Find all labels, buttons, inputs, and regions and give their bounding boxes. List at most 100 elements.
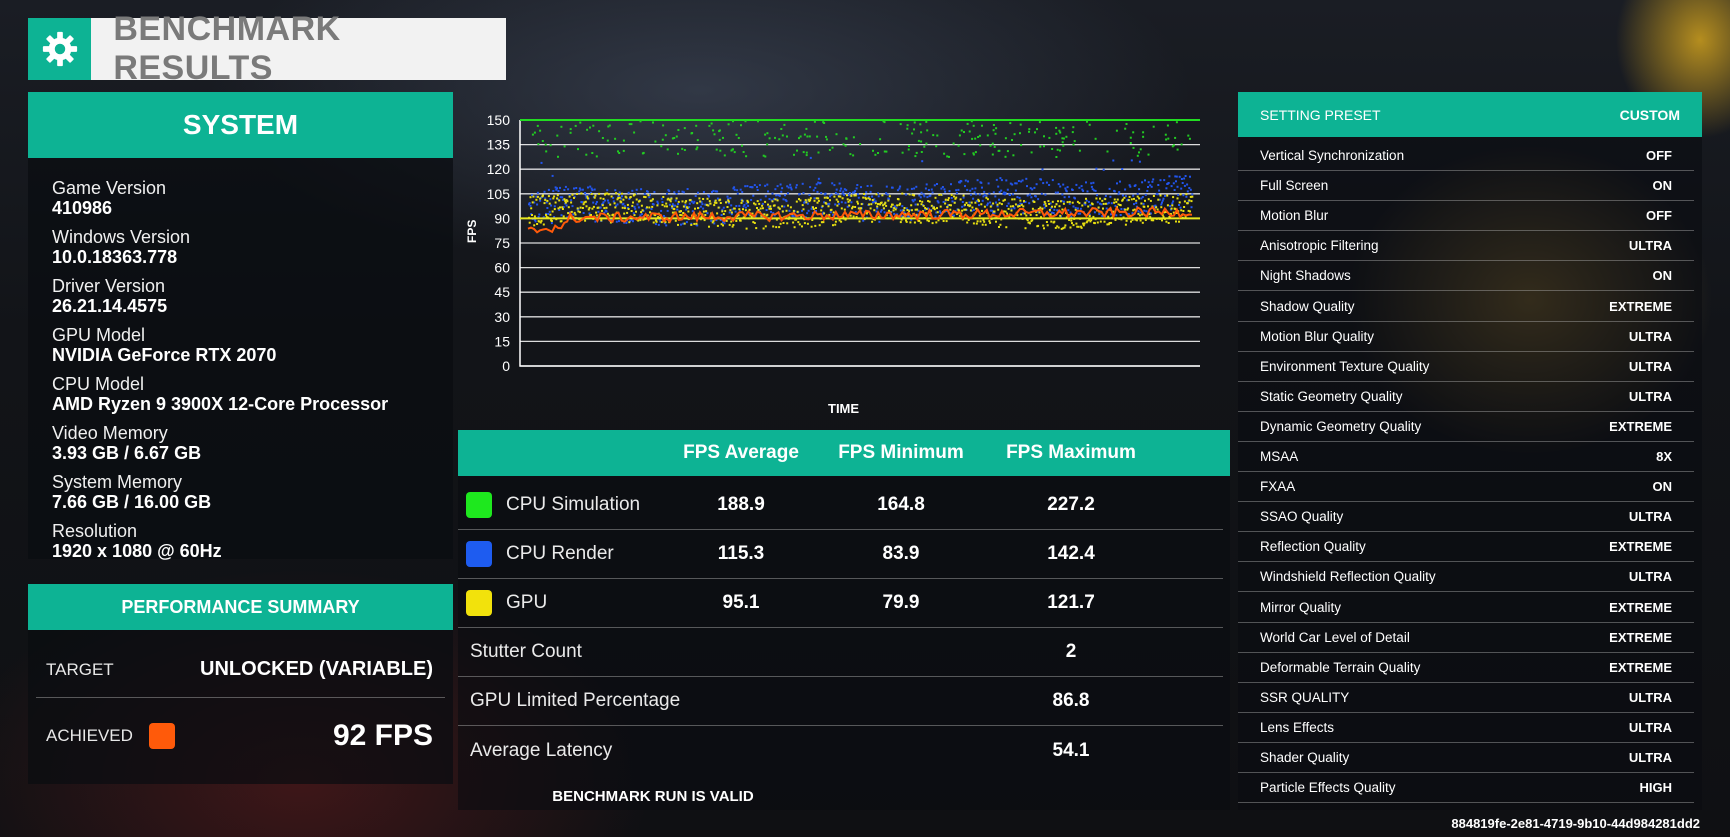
chart-point-cpu-simulation: [633, 131, 636, 134]
chart-point-cpu-render: [795, 186, 798, 189]
chart-point-gpu: [1050, 220, 1053, 223]
chart-point-gpu: [985, 196, 988, 199]
chart-point-cpu-render: [1040, 178, 1042, 181]
chart-point-gpu: [1017, 205, 1020, 208]
chart-point-cpu-render: [720, 214, 723, 216]
chart-point-gpu: [893, 207, 896, 210]
chart-point-cpu-simulation: [695, 148, 698, 151]
chart-point-cpu-render: [550, 222, 553, 225]
chart-point-gpu: [1061, 208, 1064, 211]
chart-point-gpu: [839, 195, 842, 198]
chart-point-gpu: [570, 201, 573, 204]
chart-point-gpu: [1070, 219, 1073, 222]
chart-point-cpu-render: [910, 218, 913, 221]
chart-point-cpu-render: [993, 211, 996, 214]
chart-point-gpu: [899, 221, 902, 224]
chart-point-cpu-render: [841, 192, 844, 195]
chart-point-cpu-render: [996, 205, 999, 208]
chart-point-gpu: [877, 215, 880, 218]
chart-point-gpu: [1104, 202, 1107, 205]
chart-point-gpu: [795, 200, 798, 203]
chart-point-cpu-render: [750, 199, 753, 201]
chart-point-cpu-render: [563, 189, 566, 191]
y-tick-label: 0: [502, 358, 510, 374]
chart-point-cpu-simulation: [1132, 131, 1135, 134]
chart-point-cpu-render: [1000, 179, 1003, 182]
chart-point-gpu: [802, 208, 805, 211]
chart-point-gpu: [1013, 198, 1016, 201]
chart-point-cpu-render: [736, 189, 739, 192]
chart-point-cpu-render: [1017, 180, 1020, 182]
chart-point-gpu: [1060, 227, 1063, 230]
chart-point-cpu-render: [1010, 208, 1013, 211]
chart-point-cpu-render: [896, 213, 899, 216]
chart-point-gpu: [581, 207, 584, 209]
achieved-fps-line: [527, 205, 1193, 234]
chart-point-gpu: [616, 198, 619, 201]
chart-point-cpu-render: [810, 207, 813, 210]
chart-point-cpu-simulation: [585, 153, 588, 156]
chart-point-gpu: [1003, 198, 1006, 201]
setting-value: 8X: [1656, 449, 1672, 464]
chart-point-cpu-simulation: [991, 153, 994, 156]
chart-point-cpu-render: [727, 202, 730, 205]
chart-point-gpu: [719, 202, 722, 204]
chart-point-cpu-render: [1053, 208, 1056, 211]
chart-point-gpu: [774, 198, 777, 201]
chart-point-cpu-render: [650, 208, 653, 210]
chart-point-gpu: [1136, 195, 1139, 198]
chart-point-gpu: [646, 214, 649, 217]
chart-point-cpu-render: [1082, 189, 1085, 192]
fps-maximum-cell: 142.4: [1047, 543, 1095, 564]
chart-point-gpu: [1162, 215, 1165, 218]
chart-point-gpu: [711, 215, 713, 218]
chart-point-cpu-simulation: [671, 137, 674, 140]
chart-point-gpu: [1157, 198, 1160, 201]
chart-point-gpu: [1104, 198, 1107, 201]
chart-point-gpu: [833, 195, 836, 198]
chart-point-gpu: [793, 226, 796, 229]
chart-point-gpu: [919, 200, 921, 203]
chart-point-gpu: [640, 211, 643, 214]
chart-point-cpu-simulation: [825, 138, 828, 141]
chart-point-cpu-simulation: [1028, 130, 1030, 133]
chart-point-cpu-render: [955, 189, 958, 192]
chart-point-cpu-render: [1092, 181, 1095, 184]
chart-point-cpu-simulation: [1011, 139, 1013, 141]
chart-point-gpu: [1166, 204, 1169, 207]
chart-point-cpu-render: [643, 192, 646, 195]
chart-point-gpu: [958, 214, 961, 217]
chart-point-cpu-render: [726, 195, 729, 198]
chart-point-gpu: [792, 209, 795, 212]
chart-point-gpu: [642, 218, 645, 221]
chart-point-cpu-render: [1134, 184, 1137, 187]
chart-point-gpu: [847, 200, 850, 203]
chart-point-gpu: [818, 224, 821, 227]
chart-point-cpu-render: [898, 187, 901, 190]
chart-point-cpu-render: [787, 192, 789, 195]
chart-point-gpu: [1156, 208, 1159, 211]
chart-point-cpu-render: [765, 209, 768, 211]
setting-row: Reflection Quality EXTREME: [1238, 532, 1694, 563]
gear-icon[interactable]: [28, 18, 92, 80]
chart-point-cpu-render: [961, 201, 964, 203]
chart-point-gpu: [752, 221, 755, 224]
chart-point-cpu-simulation: [677, 152, 679, 155]
chart-point-gpu: [1165, 220, 1168, 223]
chart-point-cpu-simulation: [992, 129, 995, 132]
y-tick-label: 150: [487, 112, 511, 128]
stat-row-average-latency: Average Latency 54.1: [458, 726, 1223, 775]
chart-point-gpu: [939, 205, 942, 208]
chart-point-cpu-simulation: [1013, 133, 1016, 136]
chart-point-cpu-render: [562, 206, 565, 208]
chart-point-cpu-simulation: [979, 144, 982, 147]
chart-point-gpu: [771, 200, 774, 203]
chart-point-gpu: [716, 224, 719, 227]
chart-point-gpu: [1033, 201, 1036, 203]
chart-point-gpu: [528, 221, 531, 224]
chart-point-cpu-render: [1074, 206, 1077, 209]
chart-point-gpu: [617, 197, 620, 199]
chart-point-cpu-render: [998, 191, 1001, 194]
chart-point-gpu: [884, 201, 887, 204]
chart-point-cpu-render: [597, 210, 600, 213]
